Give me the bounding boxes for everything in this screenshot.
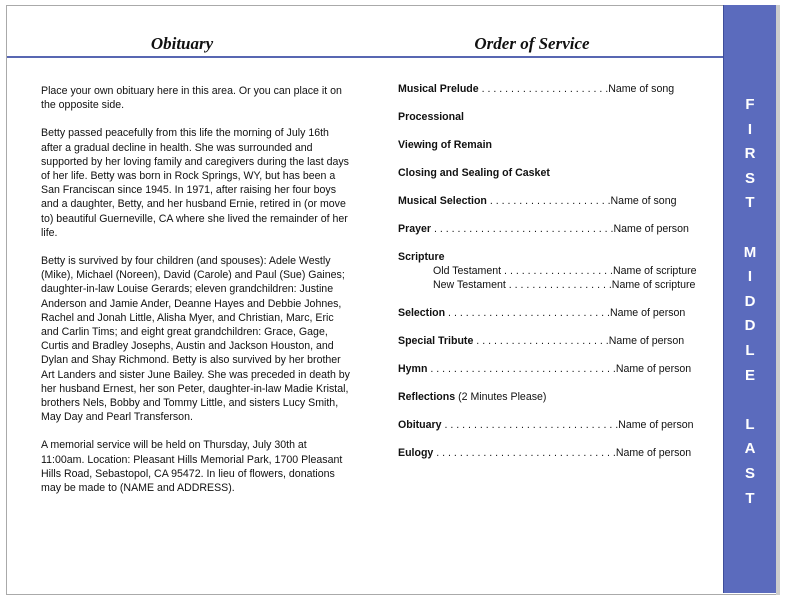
service-item: Viewing of Remain <box>398 139 492 151</box>
scripture-subitem: Old Testament . . . . . . . . . . . . . … <box>433 265 697 277</box>
obituary-paragraph: Place your own obituary here in this are… <box>41 85 342 112</box>
service-item-value: Name of person <box>609 307 686 319</box>
program-page: Obituary Order of Service Place your own… <box>6 5 777 595</box>
leader-dots: . . . . . . . . . . . . . . . . . . <box>505 279 612 291</box>
subitem-value: Name of scripture <box>611 279 696 291</box>
service-item-value: Name of song <box>610 195 677 207</box>
service-item-label: Selection <box>398 307 446 319</box>
leader-dots: . . . . . . . . . . . . . . . . . . . . … <box>445 307 610 319</box>
service-item-label: Processional <box>398 111 464 123</box>
service-item-label: Eulogy <box>398 447 434 459</box>
name-letter: I <box>747 268 753 286</box>
obituary-paragraph: A memorial service will be held on Thurs… <box>41 439 343 495</box>
page-shadow <box>776 5 780 595</box>
name-letter: D <box>744 292 756 310</box>
service-item: Musical Prelude . . . . . . . . . . . . … <box>398 83 674 95</box>
order-of-service-title: Order of Service <box>474 34 590 53</box>
service-item-value: Name of song <box>608 83 675 95</box>
name-letter: T <box>745 194 755 212</box>
service-item: Obituary . . . . . . . . . . . . . . . .… <box>398 419 694 431</box>
name-letter: L <box>745 341 755 359</box>
service-item: Musical Selection . . . . . . . . . . . … <box>398 195 676 207</box>
name-letter: I <box>747 120 753 138</box>
name-letter: A <box>744 440 756 458</box>
service-item: Closing and Sealing of Casket <box>398 167 550 179</box>
service-item-label: Musical Selection <box>398 195 487 207</box>
header-divider <box>7 56 724 58</box>
name-letter: L <box>745 415 755 433</box>
obituary-paragraph: Betty passed peacefully from this life t… <box>41 127 349 239</box>
name-letter <box>724 388 776 413</box>
service-item-label: Reflections <box>398 391 456 403</box>
service-item: Special Tribute . . . . . . . . . . . . … <box>398 335 684 347</box>
name-letter <box>724 216 776 241</box>
service-item: Selection . . . . . . . . . . . . . . . … <box>398 307 685 319</box>
service-item-value: (2 Minutes Please) <box>458 391 547 403</box>
name-letter: S <box>744 169 755 187</box>
obituary-title: Obituary <box>150 34 214 53</box>
service-item: Hymn . . . . . . . . . . . . . . . . . .… <box>398 363 691 375</box>
leader-dots: . . . . . . . . . . . . . . . . . . . . … <box>427 363 616 375</box>
leader-dots: . . . . . . . . . . . . . . . . . . . . … <box>473 335 609 347</box>
service-item-value: Name of person <box>618 419 694 431</box>
service-item-label: Viewing of Remain <box>398 139 492 151</box>
obituary-paragraph: Betty is survived by four children (and … <box>41 255 350 424</box>
service-item: Eulogy . . . . . . . . . . . . . . . . .… <box>398 447 691 459</box>
service-item: Processional <box>398 111 464 123</box>
name-letter: T <box>745 489 755 507</box>
leader-dots: . . . . . . . . . . . . . . . . . . . . … <box>478 83 609 95</box>
leader-dots: . . . . . . . . . . . . . . . . . . . . … <box>433 447 616 459</box>
leader-dots: . . . . . . . . . . . . . . . . . . . . … <box>441 419 619 431</box>
service-item-label: Scripture <box>398 251 445 263</box>
subitem-label: New Testament <box>433 279 506 291</box>
name-letter: M <box>743 243 757 261</box>
service-item-value: Name of person <box>608 335 685 347</box>
subitem-label: Old Testament <box>433 265 502 277</box>
service-item-label: Special Tribute <box>398 335 474 347</box>
service-item: Reflections (2 Minutes Please) <box>398 391 546 403</box>
name-letter: E <box>744 366 755 384</box>
service-item-label: Musical Prelude <box>398 83 479 95</box>
name-letter: D <box>744 317 756 335</box>
name-letter: S <box>744 464 755 482</box>
service-item-label: Hymn <box>398 363 428 375</box>
service-item-label: Prayer <box>398 223 431 235</box>
leader-dots: . . . . . . . . . . . . . . . . . . . . … <box>431 223 614 235</box>
name-letter: F <box>745 96 755 113</box>
service-item: Scripture <box>398 251 445 263</box>
name-letter: R <box>744 145 756 163</box>
service-item-label: Closing and Sealing of Casket <box>398 167 550 179</box>
service-item-value: Name of person <box>613 223 689 235</box>
service-item-label: Obituary <box>398 419 442 431</box>
leader-dots: . . . . . . . . . . . . . . . . . . . . … <box>486 195 611 207</box>
subitem-value: Name of scripture <box>612 265 697 277</box>
obituary-text: Place your own obituary here in this are… <box>41 84 353 509</box>
leader-dots: . . . . . . . . . . . . . . . . . . . <box>501 265 613 277</box>
service-item: Prayer . . . . . . . . . . . . . . . . .… <box>398 223 689 235</box>
scripture-subitem: New Testament . . . . . . . . . . . . . … <box>433 279 695 291</box>
service-item-value: Name of person <box>615 363 692 375</box>
service-item-value: Name of person <box>615 447 692 459</box>
